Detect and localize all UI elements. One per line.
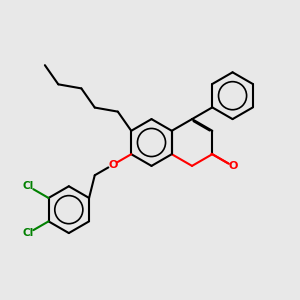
Text: Cl: Cl (22, 181, 33, 191)
Text: O: O (108, 160, 118, 170)
Text: O: O (229, 161, 238, 172)
Text: Cl: Cl (22, 228, 33, 239)
